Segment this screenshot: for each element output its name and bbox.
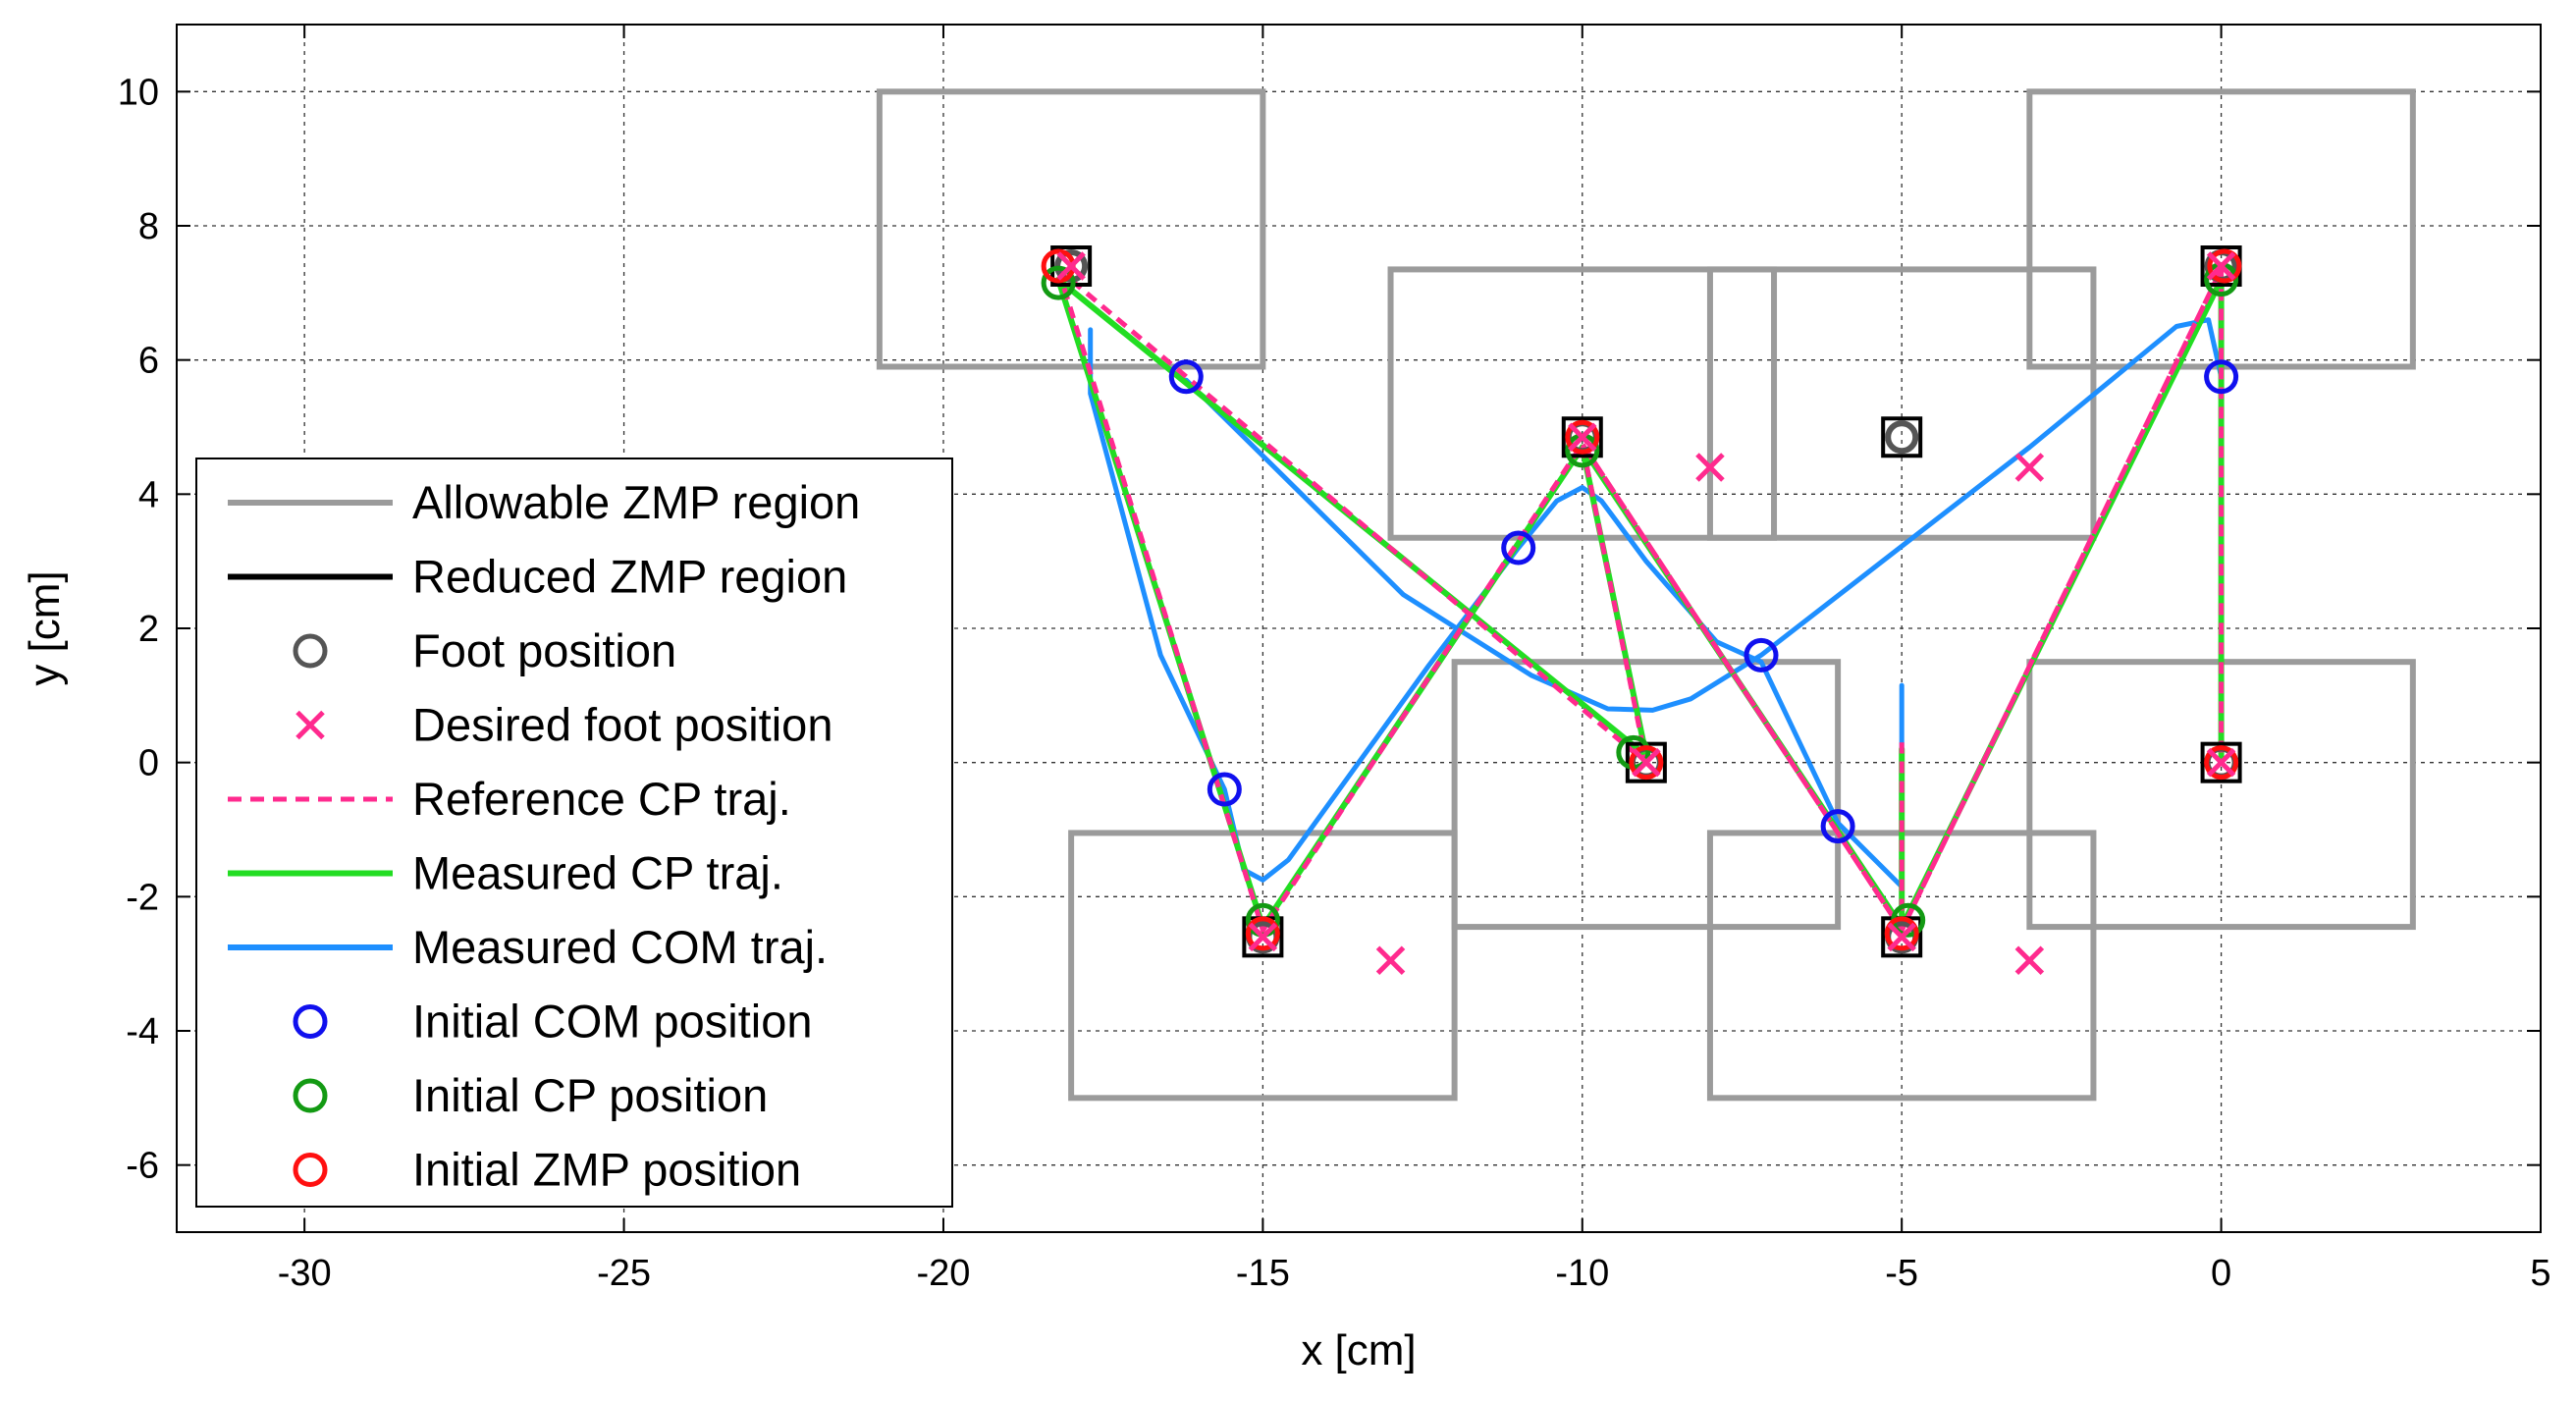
y-tick-label: 6 [138,341,159,382]
initial-zmp-marker [1884,916,1919,951]
y-tick-label: 10 [118,72,159,113]
x-tick-label: -30 [278,1253,332,1294]
initial-zmp-marker [2204,745,2239,781]
reduced-zmp-marker [1881,416,1923,458]
legend-swatch-cross [295,710,325,740]
allowable-zmp-region [1706,266,2097,541]
legend-swatch-circle [293,633,328,669]
foot-position-marker [1885,420,1919,455]
desired-foot-marker [1695,453,1725,482]
allowable-zmp-region [1451,659,1842,931]
initial-com-marker [1820,809,1855,844]
legend-label: Initial CP position [412,1069,768,1121]
y-tick-label: -2 [126,877,159,918]
x-tick-label: -20 [917,1253,971,1294]
x-tick-label: -10 [1555,1253,1609,1294]
desired-foot-marker [2206,747,2236,778]
reduced-zmp-marker [1561,416,1603,458]
legend-label: Foot position [412,624,676,676]
initial-cp-marker [1041,265,1076,300]
initial-zmp-marker [1245,916,1280,951]
legend-label: Reduced ZMP region [412,551,847,603]
legend-label: Measured COM traj. [412,921,828,973]
initial-zmp-marker [1565,419,1600,455]
allowable-zmp-region [1387,266,1778,541]
desired-foot-marker [1056,251,1086,281]
desired-foot-marker [1632,747,1661,778]
desired-foot-marker [1248,922,1278,952]
legend-label: Measured CP traj. [412,847,783,899]
desired-foot-marker [1568,422,1597,453]
desired-foot-marker [1375,945,1406,976]
reduced-zmp-marker [2200,741,2242,783]
legend-swatch-circle [293,1078,328,1113]
initial-com-marker [1168,359,1204,395]
initial-zmp-marker [1629,745,1664,781]
trajectory-series [1055,266,2225,933]
initial-zmp-marker [2207,248,2242,284]
desired-foot-marker [2014,453,2045,482]
initial-com-marker [1207,772,1242,807]
initial-com-marker [1501,530,1536,566]
y-tick-label: 2 [138,609,159,650]
x-tick-label: -5 [1885,1253,1918,1294]
legend-label: Allowable ZMP region [412,476,860,528]
ref-cp-trajectory [1055,267,1649,933]
initial-com-marker [2204,359,2239,395]
x-tick-label: -25 [597,1253,651,1294]
desired-foot-marker [2014,945,2045,976]
meas-com-trajectory [1183,317,2225,759]
position-markers [1041,245,2242,976]
legend-swatch-circle [293,1153,328,1187]
x-tick-label: 0 [2211,1253,2231,1294]
initial-com-marker [1744,637,1779,673]
x-tick-label: 5 [2530,1253,2550,1294]
x-axis-label: x [cm] [1301,1326,1416,1374]
legend-label: Desired foot position [412,699,832,751]
legend-label: Initial ZMP position [412,1144,801,1196]
legend-swatch-circle [293,1004,328,1039]
legend-label: Reference CP traj. [412,773,791,825]
legend-box [195,458,953,1208]
y-tick-label: 4 [138,474,159,515]
legend: Allowable ZMP region Reduced ZMP region Fo… [195,458,953,1208]
legend-label: Initial COM position [412,996,813,1048]
y-tick-label: -4 [126,1011,159,1052]
y-tick-label: 8 [138,206,159,247]
allowable-zmp-region [876,88,1266,370]
y-tick-label: 0 [138,743,159,784]
y-tick-label: -6 [126,1146,159,1187]
allowable-zmp-region [1068,830,1458,1102]
y-axis-label: y [cm] [21,570,69,685]
desired-foot-marker [1887,922,1916,952]
desired-foot-marker [2206,251,2236,281]
x-tick-label: -15 [1236,1253,1290,1294]
